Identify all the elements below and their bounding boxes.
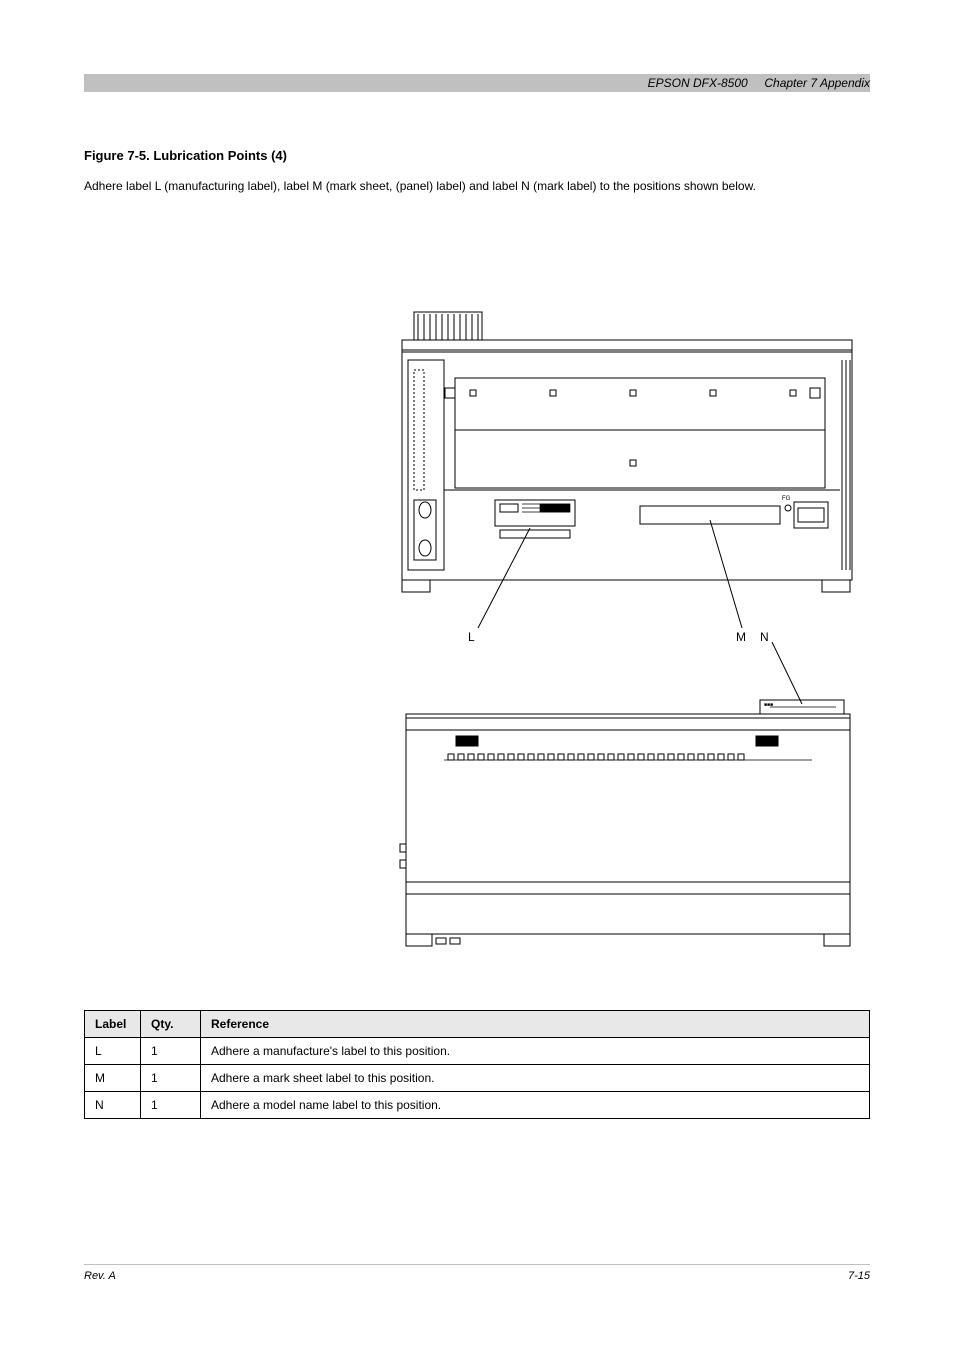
cell-ref: Adhere a model name label to this positi… — [201, 1092, 870, 1119]
table-row: M 1 Adhere a mark sheet label to this po… — [85, 1065, 870, 1092]
table-row: L 1 Adhere a manufacture's label to this… — [85, 1038, 870, 1065]
printer-front-view: ■■■ — [400, 694, 860, 954]
footer-rule — [84, 1264, 870, 1265]
cell-qty: 1 — [141, 1092, 201, 1119]
label-n: N — [760, 630, 769, 644]
cell-qty: 1 — [141, 1038, 201, 1065]
th-reference: Reference — [201, 1011, 870, 1038]
footer-rev: Rev. A — [84, 1270, 116, 1282]
cell-ref: Adhere a mark sheet label to this positi… — [201, 1065, 870, 1092]
callout-leader-n — [400, 630, 870, 720]
header-text: EPSON DFX-8500 Chapter 7 Appendix — [648, 76, 870, 90]
doc-title: EPSON DFX-8500 — [648, 76, 748, 90]
cell-qty: 1 — [141, 1065, 201, 1092]
callout-leaders-rear — [400, 310, 860, 650]
cell-ref: Adhere a manufacture's label to this pos… — [201, 1038, 870, 1065]
cell-label: N — [85, 1092, 141, 1119]
label-reference-table: Label Qty. Reference L 1 Adhere a manufa… — [84, 1010, 870, 1119]
page-root: EPSON DFX-8500 Chapter 7 Appendix Figure… — [0, 0, 954, 1351]
th-qty: Qty. — [141, 1011, 201, 1038]
cell-label: M — [85, 1065, 141, 1092]
intro-text: Adhere label L (manufacturing label), la… — [84, 178, 864, 195]
th-label: Label — [85, 1011, 141, 1038]
figure-caption: Figure 7-5. Lubrication Points (4) — [84, 148, 287, 163]
chapter-title: Chapter 7 Appendix — [764, 76, 870, 90]
table-row: N 1 Adhere a model name label to this po… — [85, 1092, 870, 1119]
cell-label: L — [85, 1038, 141, 1065]
footer-page: 7-15 — [848, 1270, 870, 1282]
table-header-row: Label Qty. Reference — [85, 1011, 870, 1038]
